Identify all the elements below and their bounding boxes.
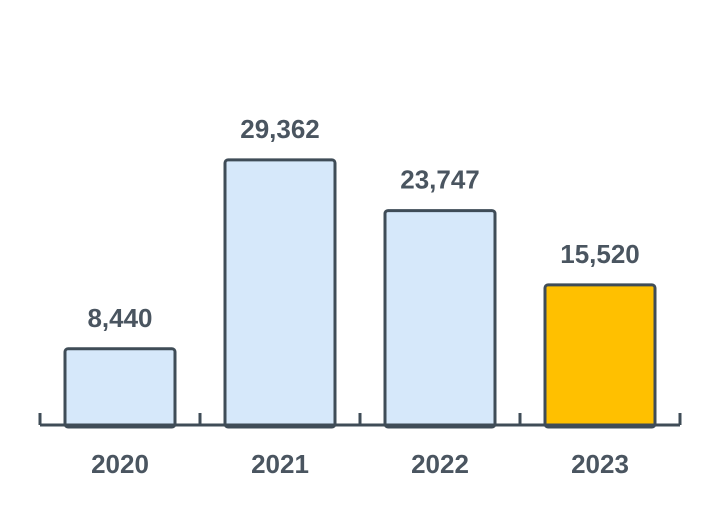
value-label-2023: 15,520 xyxy=(560,239,640,269)
bar-2023 xyxy=(543,283,657,429)
x-axis xyxy=(38,413,682,427)
labels-layer: 8,440 2020 29,362 2021 23,747 2022 15,520 2023 xyxy=(87,114,639,479)
bar-2021 xyxy=(223,158,337,429)
tick-label-2021: 2021 xyxy=(251,449,309,479)
tick-label-2023: 2023 xyxy=(571,449,629,479)
value-label-2021: 29,362 xyxy=(240,114,320,144)
tick-label-2022: 2022 xyxy=(411,449,469,479)
value-label-2020: 8,440 xyxy=(87,303,152,333)
bar-2022 xyxy=(383,209,497,429)
bar-2020 xyxy=(63,347,177,429)
bars-layer xyxy=(63,158,657,429)
value-label-2022: 23,747 xyxy=(400,165,480,195)
tick-label-2020: 2020 xyxy=(91,449,149,479)
